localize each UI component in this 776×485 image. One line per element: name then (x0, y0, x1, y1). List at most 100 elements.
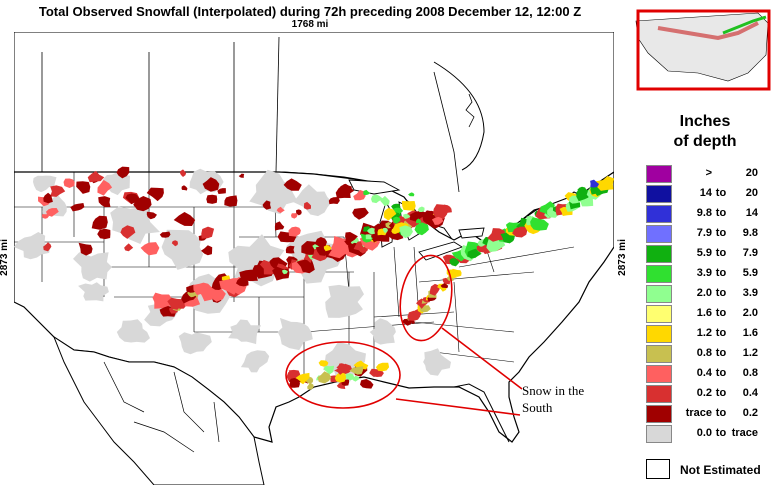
snow-patch (98, 196, 111, 208)
snow-patch (415, 218, 422, 224)
snow-patch (315, 237, 327, 248)
legend-row: >20 (646, 164, 772, 184)
snow-patch (328, 246, 348, 259)
snow-patch (576, 188, 591, 202)
legend-row: 9.8 to 14 (646, 204, 772, 224)
legend-row: 5.9 to 7.9 (646, 244, 772, 264)
snow-patch (206, 194, 218, 204)
snow-patch (43, 242, 52, 252)
snow-patch (408, 192, 415, 197)
snow-patch (328, 197, 340, 205)
annotation-marks (285, 254, 523, 416)
snow-patch (43, 192, 53, 204)
legend-swatch (646, 425, 672, 443)
snow-patch (224, 195, 238, 207)
legend-row: 0.8 to 1.2 (646, 344, 772, 364)
legend-swatch (646, 225, 672, 243)
snow-patch (323, 365, 335, 375)
snow-patch (283, 178, 302, 191)
pointer-line-2 (395, 398, 521, 416)
snow-patch (334, 366, 345, 375)
snow-patch (173, 212, 196, 226)
snow-patch (431, 216, 444, 225)
snow-patch (133, 196, 152, 212)
snow-patch (97, 228, 111, 240)
inset-snow-band-2 (722, 15, 767, 35)
snow-patch (344, 373, 355, 381)
snow-patch (449, 258, 461, 267)
snow-patch (217, 188, 226, 194)
snow-patch (161, 229, 204, 270)
legend-row: 1.6 to 2.0 (646, 304, 772, 324)
legend-title-line1: Inches (679, 113, 731, 130)
snow-patch (116, 319, 150, 343)
snow-patch (487, 228, 506, 242)
map-title: Total Observed Snowfall (Interpolated) d… (38, 4, 582, 19)
snowfall-map[interactable] (14, 32, 614, 485)
snow-patch (140, 242, 160, 256)
snow-patch (296, 209, 302, 216)
inset-overview-map[interactable] (628, 3, 772, 91)
legend-label: 7.9 to 9.8 (696, 227, 758, 239)
snow-patch (228, 319, 262, 345)
snow-patch (414, 222, 429, 236)
snow-patch (440, 282, 449, 289)
snow-patch (288, 226, 301, 237)
legend-swatch (646, 205, 672, 223)
legend-label: 2.0 to 3.9 (696, 287, 758, 299)
snow-patch (180, 169, 187, 177)
snow-patch (325, 284, 364, 318)
snow-patch (125, 193, 140, 205)
legend-label: 9.8 to 14 (696, 207, 758, 219)
snow-patch (371, 194, 384, 204)
snow-patch (303, 201, 311, 210)
legend-swatch (646, 345, 672, 363)
snow-patch (249, 169, 298, 215)
snow-patch (116, 166, 130, 179)
hudson-bay-coast (433, 61, 485, 171)
snow-patch (349, 366, 364, 375)
snow-patch (423, 348, 451, 376)
legend-not-estimated: Not Estimated (646, 458, 772, 480)
mexico-landmass (52, 335, 265, 485)
snow-patch (97, 179, 113, 196)
island-coast (465, 93, 475, 128)
legend-label: 0.4 to 0.8 (696, 367, 758, 379)
snow-patch (178, 332, 212, 355)
snow-patch (317, 371, 332, 384)
snow-patch (41, 214, 49, 219)
gulf-coast-circle (285, 341, 401, 409)
inset-snow-band (657, 21, 759, 41)
snow-patch (33, 175, 57, 193)
snow-patch (383, 207, 397, 221)
snow-patch (569, 195, 580, 204)
legend-label: 1.6 to 2.0 (696, 307, 758, 319)
snow-patch (352, 207, 369, 220)
snow-patch (417, 206, 425, 212)
snow-patch (274, 221, 285, 231)
legend-label: 1.2 to 1.6 (696, 327, 758, 339)
snow-patch (590, 179, 600, 188)
legend-row: 0.2 to 0.4 (646, 384, 772, 404)
snow-patch (171, 240, 178, 247)
snow-patch (87, 170, 105, 183)
snow-patch (452, 269, 462, 277)
inset-frame (636, 9, 771, 91)
mexico-state-borders (103, 361, 220, 453)
snow-patch (152, 292, 173, 309)
legend-title: Inches of depth (640, 112, 770, 152)
legend-swatch (646, 185, 672, 203)
snow-patch (345, 232, 358, 243)
snowfall-overlay (14, 166, 614, 390)
snow-patch (201, 245, 213, 256)
legend-label: 3.9 to 5.9 (696, 267, 758, 279)
snow-patch (50, 185, 66, 197)
legend-swatch (646, 305, 672, 323)
legend-row: 7.9 to 9.8 (646, 224, 772, 244)
snow-patch (91, 215, 108, 230)
snow-patch (323, 244, 332, 252)
snow-patch (515, 226, 527, 235)
legend-row: 3.9 to 5.9 (646, 264, 772, 284)
snow-patch (375, 362, 390, 372)
legend-swatch (646, 325, 672, 343)
